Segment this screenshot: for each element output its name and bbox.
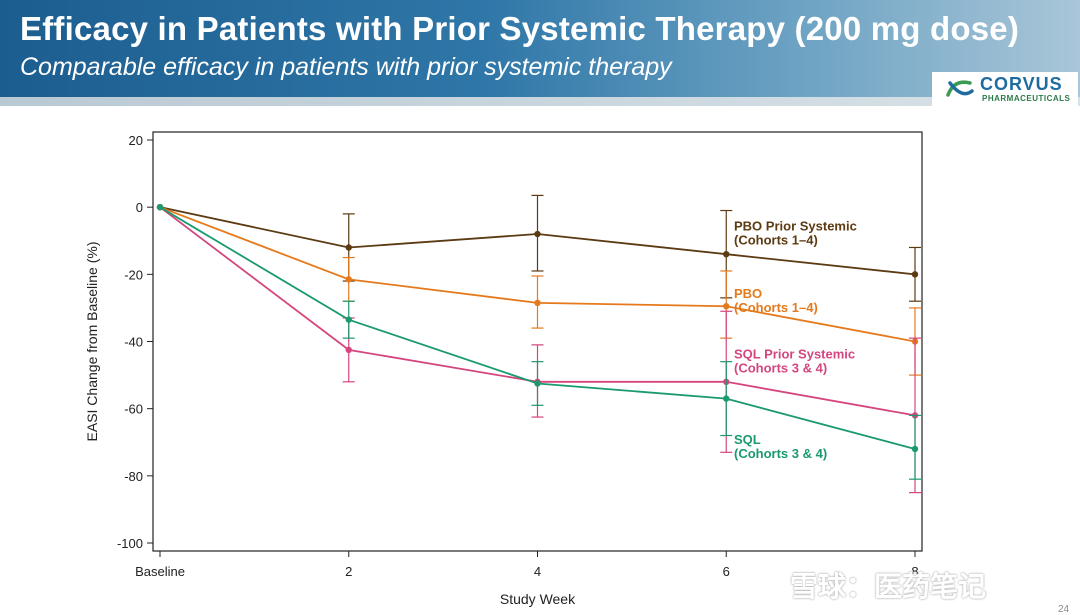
x-tick-label: 6	[723, 564, 730, 579]
y-tick-label: 20	[129, 133, 143, 148]
x-tick-label: Baseline	[135, 564, 185, 579]
watermark-text: 雪球：医药笔记	[790, 571, 987, 602]
series-3-label: SQL Prior Systemic	[734, 346, 855, 361]
series-2-point	[345, 276, 352, 283]
easi-change-chart: 20 0 -20 -40 -60 -80 -100 Baseline 2 4 6 8 Study Wee…	[84, 131, 923, 607]
series-1-point	[534, 230, 541, 238]
slide-subtitle: Comparable efficacy in patients with pri…	[20, 53, 672, 81]
logo-subtitle: PHARMACEUTICALS	[982, 94, 1071, 103]
logo-name: CORVUS	[980, 74, 1063, 94]
x-tick-label: 8	[911, 564, 918, 579]
header-divider	[0, 97, 1080, 106]
series-4-point	[534, 380, 541, 387]
y-tick-label: -80	[124, 469, 143, 484]
series-3-point	[345, 346, 352, 354]
x-tick-label: 4	[534, 564, 541, 579]
series-2-point	[534, 299, 541, 307]
y-tick-label: -20	[124, 267, 143, 282]
series-1-label: PBO Prior Systemic	[734, 219, 857, 234]
y-tick-label: -60	[124, 402, 143, 417]
series-2-point	[723, 303, 730, 310]
series-2-label: (Cohorts 1–4)	[734, 300, 818, 315]
series-1-point	[911, 271, 919, 278]
page-number: 24	[1058, 604, 1070, 615]
series-1-point	[723, 250, 730, 258]
x-tick-label: 2	[345, 564, 352, 579]
y-axis-label: EASI Change from Baseline (%)	[84, 242, 100, 442]
y-tick-label: -100	[117, 536, 143, 551]
series-1-label: (Cohorts 1–4)	[734, 233, 818, 248]
series-3-label: (Cohorts 3 & 4)	[734, 360, 827, 375]
slide-title: Efficacy in Patients with Prior Systemic…	[20, 10, 1020, 47]
series-4-label: (Cohorts 3 & 4)	[734, 446, 827, 461]
company-logo: CORVUS PHARMACEUTICALS	[932, 72, 1078, 106]
series-4-point	[345, 316, 352, 323]
x-axis-label: Study Week	[500, 591, 576, 607]
series-4-point	[156, 203, 164, 211]
slide-header	[0, 0, 1080, 97]
series-4-point	[911, 445, 919, 453]
series-2-label: PBO	[734, 286, 762, 301]
series-4-label: SQL	[734, 432, 761, 447]
corvus-logo-icon	[946, 80, 974, 97]
series-4-point	[723, 395, 730, 402]
series-1-point	[345, 244, 352, 251]
y-tick-label: 0	[136, 200, 143, 215]
y-tick-label: -40	[124, 335, 143, 350]
